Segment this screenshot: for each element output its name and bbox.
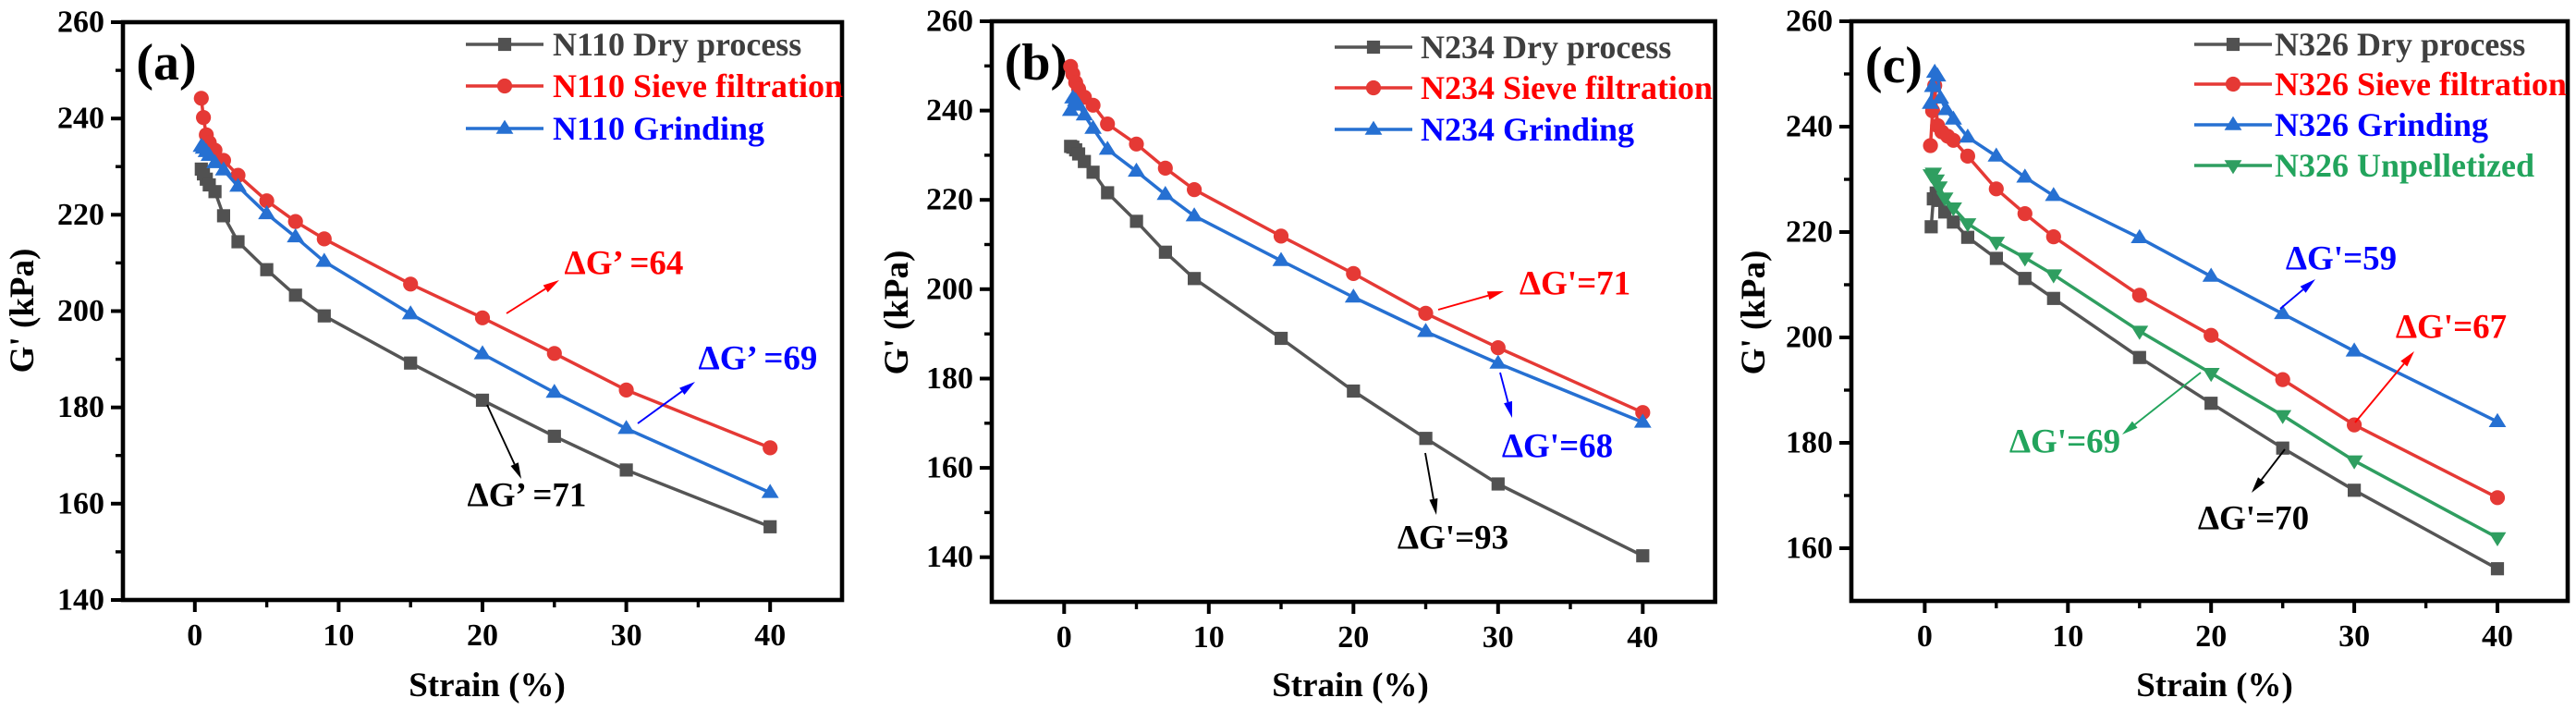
svg-text:40: 40 — [2482, 619, 2513, 654]
svg-text:220: 220 — [926, 183, 973, 217]
svg-text:220: 220 — [57, 198, 104, 232]
svg-text:Strain (%): Strain (%) — [2136, 667, 2293, 704]
svg-text:240: 240 — [926, 93, 973, 128]
svg-text:G' (kPa): G' (kPa) — [4, 249, 42, 373]
svg-text:10: 10 — [323, 618, 354, 653]
svg-text:ΔG’ =69: ΔG’ =69 — [699, 340, 818, 378]
svg-text:20: 20 — [467, 618, 498, 653]
svg-text:ΔG'=67: ΔG'=67 — [2396, 309, 2507, 347]
svg-text:N326 Unpelletized: N326 Unpelletized — [2275, 147, 2534, 184]
svg-text:10: 10 — [1193, 620, 1225, 655]
svg-text:180: 180 — [1786, 426, 1833, 460]
svg-text:200: 200 — [926, 272, 973, 306]
svg-text:N110 Sieve filtration: N110 Sieve filtration — [553, 67, 843, 104]
svg-text:260: 260 — [1786, 5, 1833, 39]
svg-text:N234 Sieve filtration: N234 Sieve filtration — [1421, 69, 1713, 106]
svg-text:160: 160 — [926, 451, 973, 485]
svg-text:N326 Dry process: N326 Dry process — [2275, 26, 2525, 63]
svg-text:40: 40 — [1627, 620, 1658, 655]
svg-text:ΔG'=70: ΔG'=70 — [2198, 500, 2309, 538]
svg-text:0: 0 — [1917, 619, 1933, 654]
svg-text:N326 Grinding: N326 Grinding — [2275, 106, 2488, 143]
svg-text:240: 240 — [57, 102, 104, 136]
svg-text:30: 30 — [1483, 620, 1514, 655]
svg-text:Strain (%): Strain (%) — [1272, 667, 1429, 704]
svg-text:ΔG'=93: ΔG'=93 — [1398, 520, 1508, 557]
svg-text:40: 40 — [754, 618, 786, 653]
svg-text:G' (kPa): G' (kPa) — [1735, 251, 1773, 375]
svg-text:(a): (a) — [136, 34, 196, 92]
svg-text:160: 160 — [57, 486, 104, 520]
svg-text:180: 180 — [926, 361, 973, 396]
svg-text:30: 30 — [611, 618, 642, 653]
svg-text:0: 0 — [187, 618, 202, 653]
svg-text:G' (kPa): G' (kPa) — [878, 251, 916, 375]
svg-text:140: 140 — [926, 540, 973, 574]
svg-text:260: 260 — [926, 5, 973, 39]
svg-text:140: 140 — [57, 583, 104, 618]
svg-text:ΔG'=71: ΔG'=71 — [1520, 265, 1630, 303]
svg-text:N110 Grinding: N110 Grinding — [553, 110, 764, 147]
svg-text:30: 30 — [2338, 619, 2370, 654]
svg-text:(b): (b) — [1005, 34, 1068, 92]
svg-text:20: 20 — [2195, 619, 2227, 654]
svg-text:10: 10 — [2052, 619, 2083, 654]
svg-text:260: 260 — [57, 6, 104, 40]
svg-text:ΔG'=68: ΔG'=68 — [1502, 428, 1613, 466]
svg-text:ΔG'=59: ΔG'=59 — [2286, 240, 2397, 278]
svg-text:N234 Grinding: N234 Grinding — [1421, 111, 1634, 148]
svg-text:N110 Dry process: N110 Dry process — [553, 26, 801, 63]
svg-text:200: 200 — [1786, 321, 1833, 355]
svg-text:240: 240 — [1786, 110, 1833, 144]
svg-text:200: 200 — [57, 294, 104, 328]
svg-text:N234 Dry process: N234 Dry process — [1421, 29, 1671, 66]
svg-text:Strain (%): Strain (%) — [409, 667, 566, 704]
svg-text:(c): (c) — [1865, 37, 1923, 94]
svg-text:220: 220 — [1786, 215, 1833, 250]
svg-text:ΔG'=69: ΔG'=69 — [2009, 423, 2120, 461]
svg-text:N326 Sieve filtration: N326 Sieve filtration — [2275, 66, 2567, 103]
svg-text:20: 20 — [1337, 620, 1369, 655]
svg-text:160: 160 — [1786, 532, 1833, 566]
svg-text:ΔG’ =71: ΔG’ =71 — [468, 477, 587, 515]
svg-text:0: 0 — [1056, 620, 1072, 655]
svg-text:180: 180 — [57, 390, 104, 424]
svg-text:ΔG’ =64: ΔG’ =64 — [565, 245, 684, 283]
